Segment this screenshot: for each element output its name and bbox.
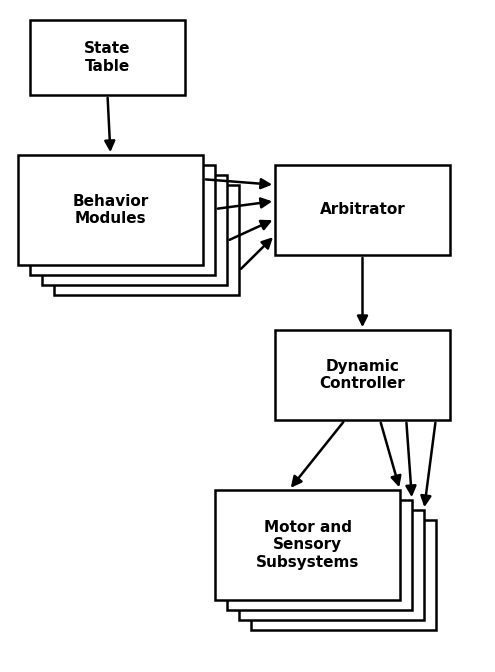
Bar [30, 165, 215, 275]
Bar [275, 165, 450, 255]
Text: Behavior
Modules: Behavior Modules [72, 194, 148, 226]
Bar [54, 185, 239, 295]
Bar [227, 500, 412, 610]
Bar [239, 510, 424, 620]
Text: Dynamic
Controller: Dynamic Controller [320, 359, 405, 391]
Text: State
Table: State Table [84, 41, 131, 74]
Bar [275, 330, 450, 420]
Bar [42, 175, 227, 285]
Bar [18, 155, 203, 265]
Text: Arbitrator: Arbitrator [320, 202, 405, 218]
Bar [251, 520, 436, 630]
Bar [215, 490, 400, 600]
Text: Motor and
Sensory
Subsystems: Motor and Sensory Subsystems [256, 520, 359, 570]
Bar [30, 20, 185, 95]
